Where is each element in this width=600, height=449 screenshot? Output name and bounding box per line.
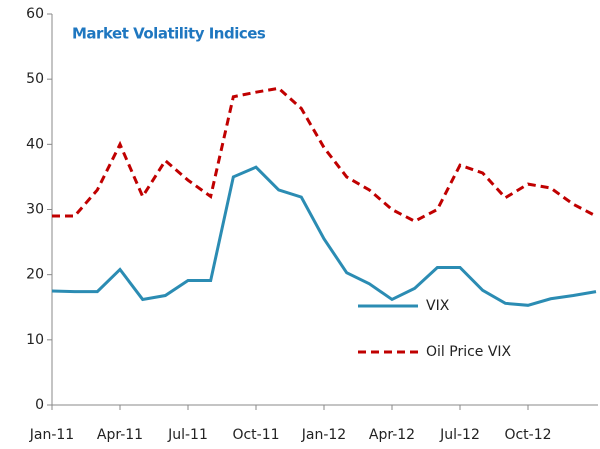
x-tick-label: Oct-12 [504, 427, 551, 443]
y-tick-label: 10 [26, 332, 44, 348]
x-tick-label: Jan-12 [301, 427, 346, 443]
x-tick-label: Jul-12 [439, 427, 480, 443]
x-tick-label: Jul-11 [167, 427, 208, 443]
y-tick-label: 30 [26, 202, 44, 218]
y-tick-label: 40 [26, 136, 44, 152]
y-tick-label: 50 [26, 71, 44, 87]
legend-label: Oil Price VIX [426, 344, 512, 360]
y-tick-label: 20 [26, 267, 44, 283]
series-line [51, 165, 597, 307]
y-tick-label: 0 [35, 397, 44, 413]
x-tick-label: Apr-12 [369, 427, 415, 443]
x-tick-label: Oct-11 [232, 427, 279, 443]
y-tick-label: 60 [26, 6, 44, 22]
x-tick-label: Apr-11 [97, 427, 143, 443]
legend-label: VIX [426, 298, 450, 314]
x-tick-label: Jan-11 [29, 427, 74, 443]
series-line [52, 86, 597, 223]
chart-title: Market Volatility Indices [72, 25, 266, 43]
